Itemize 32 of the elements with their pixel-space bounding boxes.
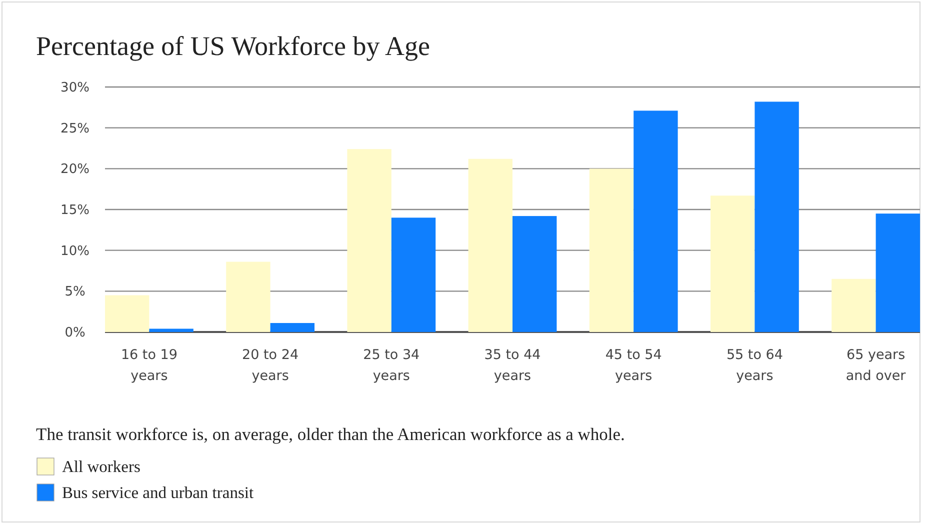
bar [589, 168, 634, 332]
y-tick-label: 15% [60, 203, 90, 218]
bar [512, 216, 557, 332]
legend-label: All workers [62, 457, 140, 476]
chart-title: Percentage of US Workforce by Age [36, 31, 430, 61]
x-tick-label: 55 to 64 years [726, 347, 783, 384]
y-tick-label: 30% [60, 80, 90, 96]
bar [270, 323, 314, 332]
x-tick-label: 35 to 44 years [484, 347, 541, 384]
bar [876, 214, 920, 332]
x-tick-label: 45 to 54 years [605, 347, 662, 384]
bar [391, 218, 436, 332]
y-tick-label: 25% [60, 121, 90, 136]
y-tick-label: 0% [64, 326, 86, 341]
text: The transit workforce is, on average, older than the American workforce as a whole. [36, 424, 625, 444]
bar [226, 262, 270, 332]
y-tick-label: 20% [60, 162, 90, 178]
x-tick-label: 20 to 24 years [242, 347, 299, 384]
bar [105, 295, 150, 332]
bar [754, 102, 799, 332]
bar [634, 110, 678, 332]
bar [710, 196, 755, 332]
legend-label: Bus service and urban transit [62, 483, 254, 502]
bar [347, 149, 392, 332]
bar [149, 328, 194, 332]
x-tick-label: 16 to 19 years [120, 347, 178, 384]
x-tick-label: 65 years and over [846, 347, 906, 384]
bar [832, 278, 876, 332]
x-tick-label: 25 to 34 years [363, 347, 420, 384]
bar [468, 158, 512, 332]
y-tick-label: 10% [60, 244, 90, 259]
y-tick-label: 5% [64, 284, 86, 300]
